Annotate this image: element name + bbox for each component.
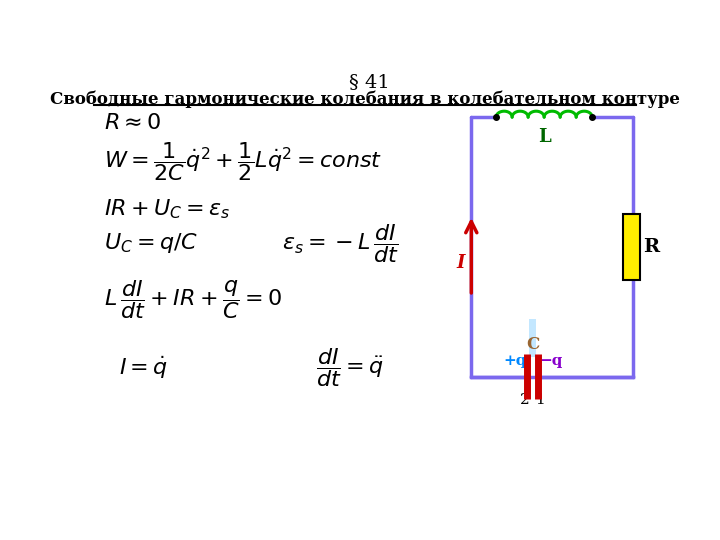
Text: $\varepsilon_s = -L\,\dfrac{dI}{dt}$: $\varepsilon_s = -L\,\dfrac{dI}{dt}$ [282, 222, 399, 265]
Text: $\dfrac{dI}{dt}=\ddot{q}$: $\dfrac{dI}{dt}=\ddot{q}$ [316, 346, 384, 389]
Text: −q: −q [539, 354, 563, 368]
Text: $W=\dfrac{1}{2C}\dot{q}^{2}+\dfrac{1}{2}L\dot{q}^{2}=const$: $W=\dfrac{1}{2C}\dot{q}^{2}+\dfrac{1}{2}… [104, 139, 382, 183]
Text: $U_C = q/C$: $U_C = q/C$ [104, 232, 198, 255]
Text: C: C [526, 336, 539, 353]
Text: 2: 2 [520, 393, 530, 407]
Text: 1: 1 [536, 393, 545, 407]
Text: +q: +q [503, 354, 526, 368]
Text: $I = \dot{q}$: $I = \dot{q}$ [120, 354, 168, 381]
Text: $L\,\dfrac{dI}{dt}+IR+\dfrac{q}{C}=0$: $L\,\dfrac{dI}{dt}+IR+\dfrac{q}{C}=0$ [104, 278, 283, 321]
Bar [528, 319, 536, 357]
Text: L: L [538, 128, 551, 146]
Text: $R\approx 0$: $R\approx 0$ [104, 112, 161, 133]
Text: R: R [644, 238, 660, 256]
Text: Свободные гармонические колебания в колебательном контуре: Свободные гармонические колебания в коле… [50, 91, 680, 108]
Text: § 41: § 41 [348, 73, 390, 91]
Text: $IR + U_C = \varepsilon_s$: $IR + U_C = \varepsilon_s$ [104, 198, 230, 221]
Bar [624, 214, 640, 280]
Text: I: I [456, 254, 464, 272]
